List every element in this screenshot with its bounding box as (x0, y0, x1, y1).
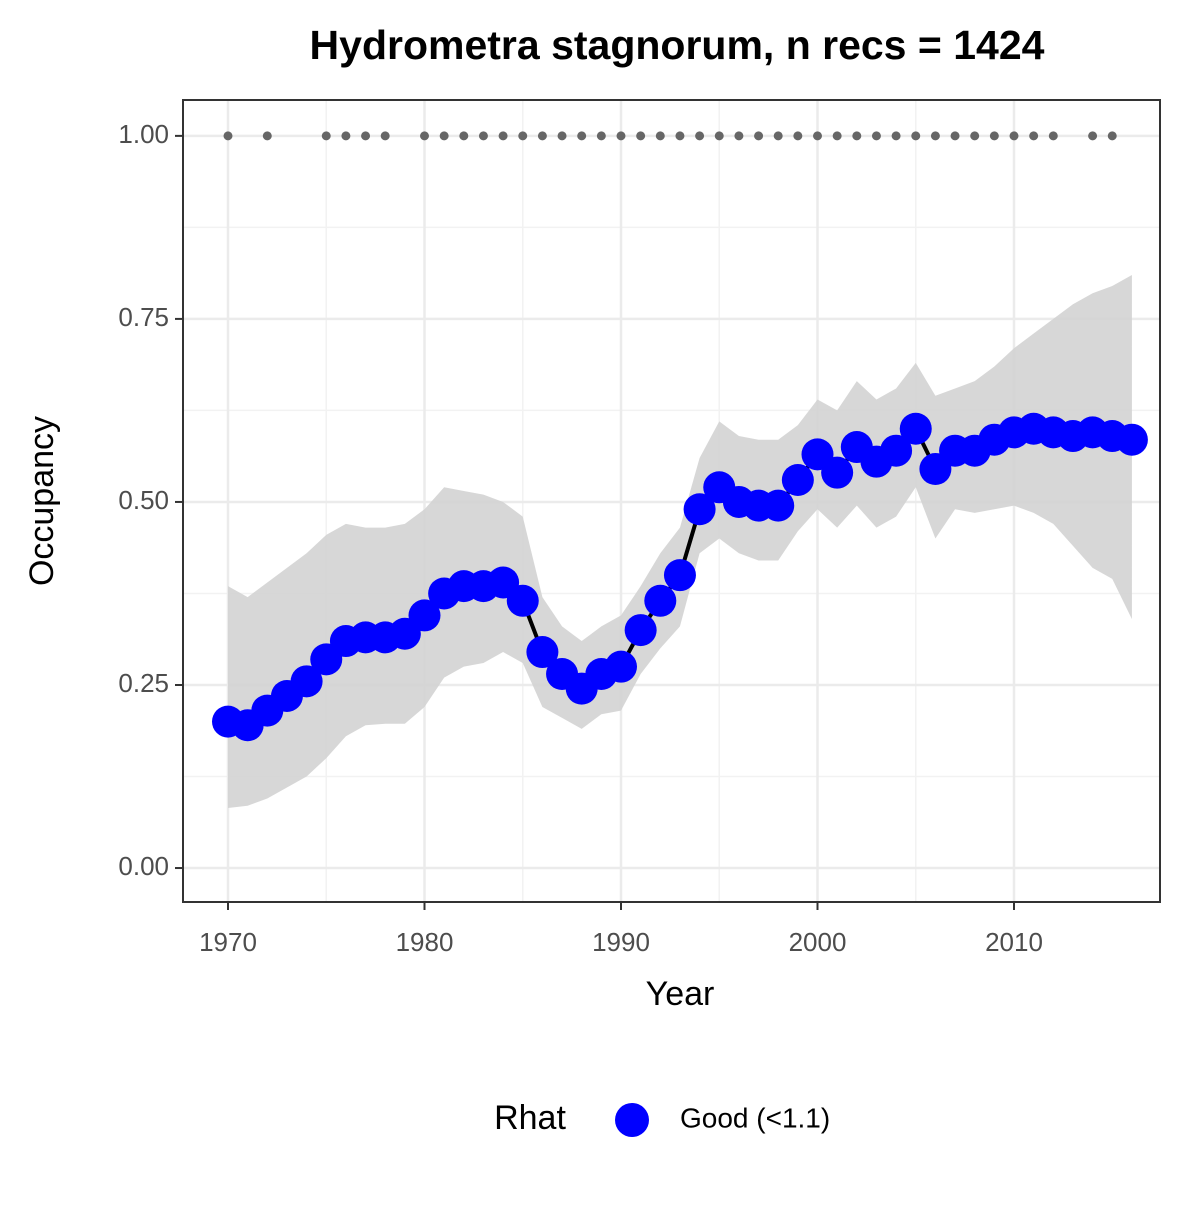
record-dot (970, 131, 980, 141)
record-dot (1107, 131, 1117, 141)
record-dot (478, 131, 488, 141)
record-dot (655, 131, 665, 141)
record-dot (695, 131, 705, 141)
y-tick-label: 0.75 (118, 302, 169, 332)
record-dot (1088, 131, 1098, 141)
data-point (762, 489, 795, 522)
y-tick-label: 0.00 (118, 851, 169, 881)
y-tick-label: 0.25 (118, 668, 169, 698)
data-point (506, 584, 539, 617)
record-dot (596, 131, 606, 141)
data-point (880, 434, 913, 467)
data-point (899, 412, 932, 445)
record-dot (419, 131, 429, 141)
record-dot (557, 131, 567, 141)
y-tick-label: 0.50 (118, 485, 169, 515)
record-dot (714, 131, 724, 141)
record-dot (577, 131, 587, 141)
chart-title: Hydrometra stagnorum, n recs = 1424 (310, 22, 1045, 68)
record-dot (675, 131, 685, 141)
data-point (781, 463, 814, 496)
data-point (408, 599, 441, 632)
data-point (604, 650, 637, 683)
record-dot (321, 131, 331, 141)
x-tick-label: 2010 (985, 927, 1043, 957)
record-dot (911, 131, 921, 141)
record-dot (380, 131, 390, 141)
legend-marker (615, 1103, 649, 1137)
data-point (290, 665, 323, 698)
legend-label: Good (<1.1) (680, 1102, 830, 1133)
data-point (526, 636, 559, 669)
record-dot (459, 131, 469, 141)
record-dot (930, 131, 940, 141)
record-dot (871, 131, 881, 141)
record-dot (891, 131, 901, 141)
data-point (644, 584, 677, 617)
x-tick-label: 1980 (396, 927, 454, 957)
record-dot (812, 131, 822, 141)
record-dot (537, 131, 547, 141)
record-dot (734, 131, 744, 141)
record-dot (754, 131, 764, 141)
record-dot (341, 131, 351, 141)
confidence-band (227, 274, 1132, 808)
record-dot (361, 131, 371, 141)
record-dot (950, 131, 960, 141)
record-dot (498, 131, 508, 141)
panel-border (182, 99, 1161, 903)
record-dot (793, 131, 803, 141)
record-dot (1029, 131, 1039, 141)
data-point (821, 456, 854, 489)
record-dot (989, 131, 999, 141)
record-dot (636, 131, 646, 141)
x-tick-label: 1970 (199, 927, 257, 957)
y-axis-title: Occupancy (23, 416, 61, 586)
record-dot (262, 131, 272, 141)
record-dot (223, 131, 233, 141)
data-point (624, 614, 657, 647)
record-dot (616, 131, 626, 141)
record-dot (1009, 131, 1019, 141)
data-point (663, 559, 696, 592)
record-dot (832, 131, 842, 141)
record-dot (439, 131, 449, 141)
y-tick-label: 1.00 (118, 119, 169, 149)
record-dot (773, 131, 783, 141)
legend-title: Rhat (494, 1099, 566, 1137)
x-tick-label: 2000 (789, 927, 847, 957)
record-dot (852, 131, 862, 141)
data-point (683, 493, 716, 526)
record-dot (1048, 131, 1058, 141)
data-point (1115, 423, 1148, 456)
x-axis-title: Year (646, 975, 715, 1013)
record-dot (518, 131, 528, 141)
x-tick-label: 1990 (592, 927, 650, 957)
